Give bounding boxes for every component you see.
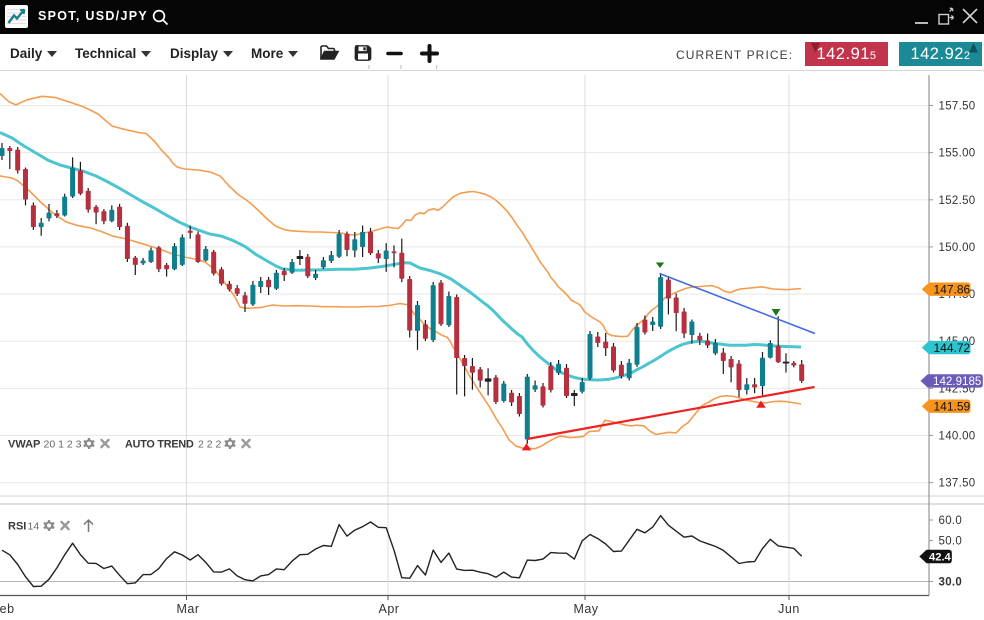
- svg-text:147.86: 147.86: [934, 282, 971, 296]
- svg-text:RSI: RSI: [8, 521, 26, 533]
- svg-text:142.9185: 142.9185: [933, 375, 981, 388]
- svg-text:152.50: 152.50: [939, 195, 976, 207]
- svg-text:60.0: 60.0: [939, 515, 963, 527]
- svg-text:141.59: 141.59: [934, 399, 971, 413]
- svg-text:150.00: 150.00: [939, 242, 976, 254]
- svg-text:50.0: 50.0: [939, 536, 963, 548]
- svg-text:Mar: Mar: [176, 602, 199, 616]
- svg-text:157.50: 157.50: [939, 101, 976, 113]
- svg-text:42.4: 42.4: [929, 552, 952, 564]
- svg-text:2 2 2: 2 2 2: [198, 439, 222, 451]
- svg-text:Apr: Apr: [379, 602, 400, 616]
- svg-text:14: 14: [28, 521, 40, 533]
- svg-text:137.50: 137.50: [939, 478, 976, 490]
- svg-text:Jun: Jun: [778, 602, 800, 616]
- svg-text:VWAP: VWAP: [8, 439, 40, 451]
- svg-text:144.72: 144.72: [934, 341, 971, 355]
- svg-text:Feb: Feb: [0, 602, 15, 616]
- svg-text:May: May: [573, 602, 598, 616]
- svg-text:30.0: 30.0: [939, 577, 963, 589]
- svg-text:140.00: 140.00: [939, 431, 976, 443]
- svg-text:155.00: 155.00: [939, 148, 976, 160]
- svg-text:AUTO TREND: AUTO TREND: [125, 439, 194, 451]
- svg-text:20 1 2 3: 20 1 2 3: [44, 439, 82, 451]
